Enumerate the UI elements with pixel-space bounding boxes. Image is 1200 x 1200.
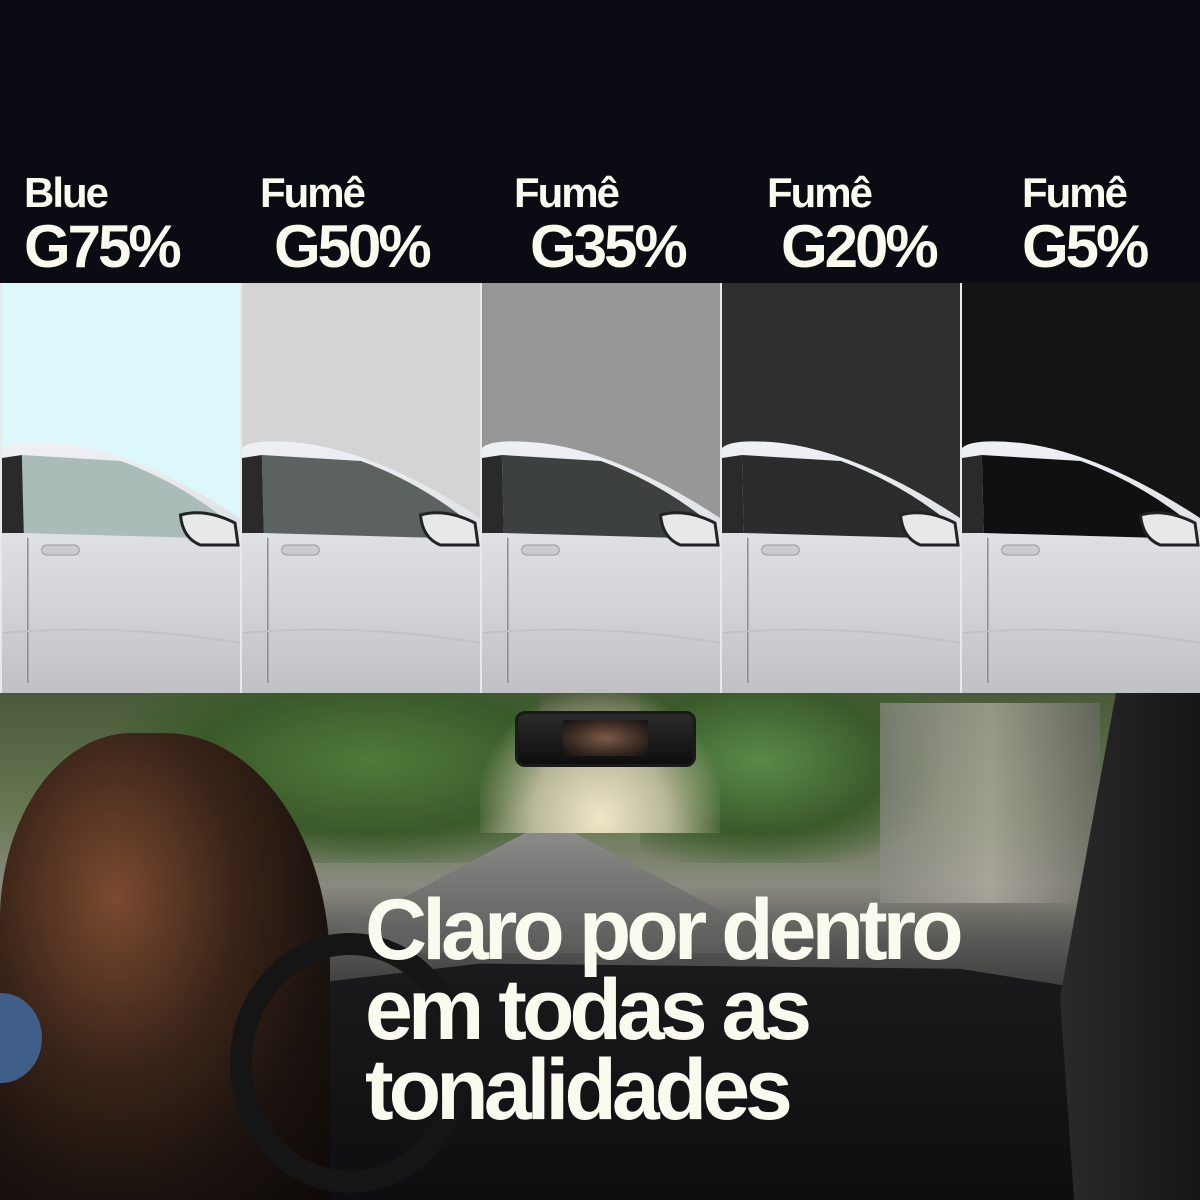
car-window (741, 455, 951, 538)
tint-percent: G5% (1022, 213, 1149, 280)
tint-panel (0, 283, 240, 693)
headline: Claro por dentro em todas as tonalidades (365, 882, 964, 1138)
tint-panel (240, 283, 480, 693)
tint-label-fume-g50: Fumê G50% (260, 169, 432, 280)
tint-panel (960, 283, 1200, 693)
door-handle (281, 544, 320, 556)
car-shape (242, 628, 480, 644)
tint-panel (480, 283, 720, 693)
door-handle (41, 544, 80, 556)
side-mirror (418, 511, 480, 547)
tint-percent: G20% (781, 213, 939, 280)
door-handle (521, 544, 560, 556)
driver-interior-photo (0, 693, 1200, 1200)
tint-type: Fumê (767, 169, 873, 216)
tint-label-fume-g5: Fumê G5% (1022, 169, 1149, 280)
tint-percent: G35% (530, 213, 688, 280)
car-shape (242, 455, 264, 533)
header-band: Blue G75% Fumê G50% Fumê G35% Fumê G20% … (0, 0, 1200, 283)
door-handle (761, 544, 800, 556)
car-shape (962, 628, 1200, 644)
car-window (501, 455, 711, 538)
tint-label-fume-g20: Fumê G20% (767, 169, 939, 280)
side-mirror (178, 511, 240, 547)
car-shape (482, 628, 720, 644)
car-shape (482, 455, 504, 533)
tint-type: Blue (24, 169, 109, 216)
side-mirror (898, 511, 960, 547)
tint-label-fume-g35: Fumê G35% (514, 169, 688, 280)
headline-line-2: em todas as (365, 962, 812, 1058)
side-mirror (658, 511, 720, 547)
tint-label-blue-g75: Blue G75% (24, 169, 182, 280)
car-window (21, 455, 231, 538)
headline-line-3: tonalidades (365, 1042, 793, 1138)
car-shape (962, 455, 984, 533)
tint-percent: G75% (24, 213, 182, 280)
headline-line-1: Claro por dentro (365, 882, 964, 978)
car-window (981, 455, 1191, 538)
tint-comparison-panels (0, 283, 1200, 693)
tint-type: Fumê (514, 169, 620, 216)
tint-type: Fumê (1022, 169, 1128, 216)
tint-panel (720, 283, 960, 693)
car-shape (2, 628, 240, 644)
rearview-mirror (515, 711, 696, 767)
side-mirror (1138, 511, 1200, 547)
car-shape (2, 455, 24, 533)
tint-type: Fumê (260, 169, 366, 216)
tint-percent: G50% (274, 213, 432, 280)
door-handle (1001, 544, 1040, 556)
car-window (261, 455, 471, 538)
car-shape (722, 455, 744, 533)
car-shape (722, 628, 960, 644)
